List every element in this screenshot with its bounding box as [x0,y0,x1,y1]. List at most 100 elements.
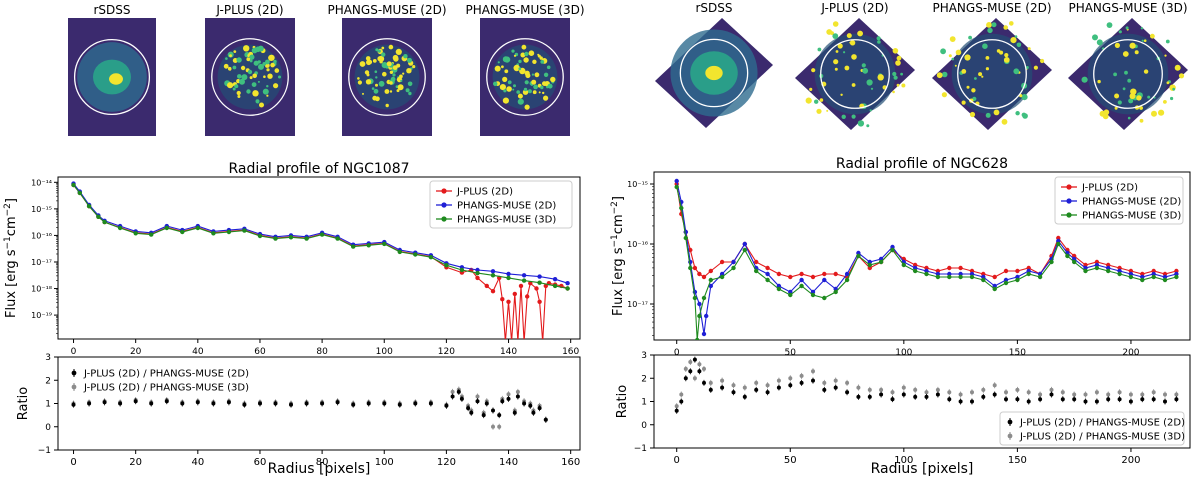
data-point-muse3d [992,286,997,292]
star-knot [223,63,229,69]
star-knot [232,87,236,91]
ratio-series-group [71,386,548,430]
data-point-muse3d [924,271,929,277]
star-knot [503,89,507,93]
star-knot [1114,42,1120,49]
ratio-point-ratio2d [273,401,278,406]
data-point-muse3d [444,263,449,268]
legend-label: PHANGS-MUSE (3D) [457,215,556,226]
ratio-point-ratio2d [1094,399,1099,404]
ratio-point-ratio2d [397,402,402,407]
star-knot [538,91,541,94]
ratio-point-ratio2d [180,401,185,406]
star-knot [240,65,246,71]
data-point-muse2d [552,277,558,282]
star-knot [520,52,526,58]
ratio-point-ratio2d [992,392,997,397]
star-knot [843,51,846,54]
galaxy-glow [354,44,420,110]
x-tick-label: 80 [316,347,328,357]
star-knot [1004,53,1009,58]
star-knot [528,50,535,56]
star-knot [513,84,516,88]
star-knot [1097,79,1101,84]
data-point-muse3d [71,182,76,188]
star-knot [892,90,895,94]
y-tick-label: 10⁻¹⁶ [31,231,52,240]
star-knot [966,85,970,89]
aperture-ring [679,38,749,108]
ratio-point-ratio2d [304,401,309,406]
aperture-ring [348,38,426,116]
star-knot [1128,98,1134,104]
data-point-muse2d [742,241,747,247]
data-point-jplus [518,283,524,289]
ratio-point-ratio2d [1038,397,1043,402]
star-knot [501,65,504,69]
star-knot [817,47,822,52]
data-point-muse2d [565,281,570,286]
star-knot [381,46,385,50]
star-knot [237,95,241,98]
ratio-point-ratio2d [970,399,974,404]
data-point-muse3d [692,295,698,301]
star-knot [257,60,261,64]
thumbnail-label: rSDSS [93,3,130,17]
ratio-point-ratio2d [491,408,495,413]
ratio-point-ratio2d [258,401,262,406]
data-point-muse3d [1026,271,1031,277]
thumbnail-label: PHANGS-MUSE (3D) [465,3,584,17]
ratio-y-tick-label: 0 [45,423,51,433]
y-axis-label-part: ] [611,196,626,201]
star-knot [1166,81,1170,85]
data-point-jplus [697,271,702,277]
thumbnail-label: PHANGS-MUSE (2D) [327,3,446,17]
ratio-point-ratio3d [811,369,815,374]
data-point-muse3d [117,225,123,231]
star-knot [247,69,253,75]
data-point-muse3d [679,205,684,211]
ratio-point-ratio3d [692,376,697,381]
data-point-muse3d [981,277,986,283]
y-tick-label: 10⁻¹⁵ [31,205,52,214]
star-knot [851,114,856,119]
star-knot [397,84,404,91]
star-knot [243,45,250,52]
star-knot [539,56,543,60]
data-point-muse3d [1174,274,1179,280]
star-knot [386,61,392,67]
star-knot [507,80,512,85]
ratio-point-ratio2d [444,403,449,408]
data-point-muse3d [878,259,884,265]
star-knot [381,52,386,57]
star-knot [266,85,269,88]
ratio-point-ratio2d [924,394,929,399]
star-knot [844,65,850,71]
ratio-point-ratio2d [289,402,293,407]
star-knot [1129,93,1136,100]
star-knot [273,59,277,64]
star-knot [1143,69,1149,74]
y-axis-label-part: cm [611,214,626,234]
star-knot [1150,33,1155,39]
data-point-muse3d [304,236,309,241]
ratio-point-ratio2d [947,397,952,402]
thumbnail-label: PHANGS-MUSE (3D) [1068,1,1187,15]
ratio-x-tick-label: 160 [561,457,580,468]
data-point-muse3d [688,265,693,271]
star-knot [833,59,839,65]
star-knot [384,89,390,94]
star-knot [826,29,833,35]
star-knot [392,73,396,77]
thumbnail-label: J-PLUS (2D) [215,3,283,17]
data-point-jplus [810,274,816,280]
ratio-point-ratio3d [491,424,495,429]
data-point-jplus [509,340,513,344]
ratio-point-ratio2d [1015,397,1020,402]
ratio-point-ratio2d [366,401,371,406]
data-point-muse3d [565,286,570,291]
ratio-point-ratio2d [149,401,154,406]
star-knot [246,89,251,94]
star-knot [523,57,529,63]
